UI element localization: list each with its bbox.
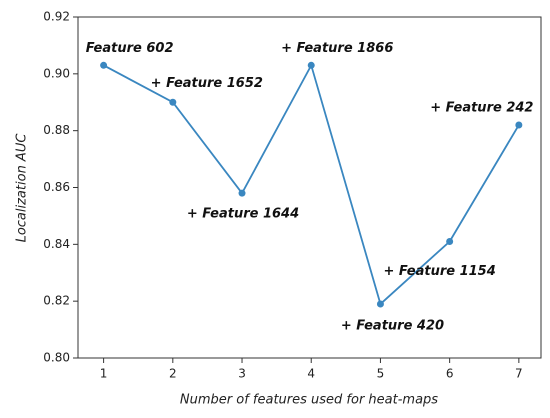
x-tick-label: 4 (307, 367, 315, 381)
y-tick-label: 0.80 (43, 351, 70, 365)
x-axis-label: Number of features used for heat-maps (180, 393, 438, 408)
y-tick-label: 0.90 (43, 66, 70, 80)
x-tick-label: 7 (515, 367, 523, 381)
x-tick-label: 5 (377, 367, 385, 381)
point (238, 189, 246, 197)
point (307, 61, 315, 69)
point-annotation: + Feature 1154 (383, 264, 495, 279)
y-tick-label: 0.86 (43, 180, 70, 194)
point-annotation: + Feature 420 (341, 319, 444, 334)
x-tick-label: 6 (446, 367, 454, 381)
x-tick-label: 2 (169, 367, 177, 381)
point (376, 300, 384, 308)
point-annotation: + Feature 1866 (281, 41, 393, 56)
point (100, 61, 108, 69)
y-tick-label: 0.84 (43, 237, 70, 251)
point-annotation: + Feature 1652 (151, 76, 263, 91)
point-annotation: + Feature 242 (430, 100, 533, 115)
point-annotation: Feature 602 (86, 41, 174, 56)
x-tick-label: 1 (100, 367, 108, 381)
point (446, 237, 454, 245)
point (169, 98, 177, 106)
y-axis-label: Localization AUC (15, 133, 30, 243)
y-tick-label: 0.88 (43, 123, 70, 137)
y-tick-label: 0.92 (43, 10, 70, 24)
x-tick-label: 3 (238, 367, 246, 381)
y-tick-label: 0.82 (43, 294, 70, 308)
point-annotation: + Feature 1644 (187, 207, 299, 222)
point (515, 121, 523, 129)
